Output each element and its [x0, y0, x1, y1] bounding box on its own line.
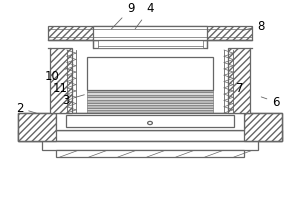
Polygon shape: [18, 113, 56, 141]
Bar: [87, 105, 213, 108]
Text: 8: 8: [243, 20, 265, 32]
Bar: [87, 95, 213, 97]
Polygon shape: [244, 113, 282, 141]
Polygon shape: [18, 113, 56, 141]
Polygon shape: [50, 48, 72, 113]
Bar: [93, 40, 207, 48]
Text: 6: 6: [261, 96, 280, 108]
Bar: [87, 108, 213, 110]
Bar: [66, 115, 234, 127]
Text: 11: 11: [52, 81, 73, 95]
Text: 2: 2: [16, 102, 36, 114]
Bar: [87, 100, 213, 103]
Bar: [93, 26, 207, 40]
Bar: [87, 92, 213, 95]
Bar: [56, 150, 244, 157]
Bar: [56, 113, 244, 130]
Text: 3: 3: [62, 94, 84, 106]
Bar: [87, 90, 213, 92]
Bar: [18, 113, 282, 141]
Text: 4: 4: [135, 2, 154, 29]
Bar: [98, 40, 202, 48]
Text: 7: 7: [230, 82, 244, 95]
Text: 9: 9: [111, 2, 134, 29]
Polygon shape: [228, 48, 250, 113]
Text: 10: 10: [45, 68, 68, 82]
Polygon shape: [244, 113, 282, 141]
Bar: [87, 97, 213, 100]
Polygon shape: [48, 26, 252, 40]
Bar: [87, 57, 213, 90]
Bar: [56, 113, 244, 130]
Bar: [87, 103, 213, 105]
Bar: [42, 141, 258, 150]
Bar: [87, 110, 213, 113]
Bar: [18, 130, 282, 141]
